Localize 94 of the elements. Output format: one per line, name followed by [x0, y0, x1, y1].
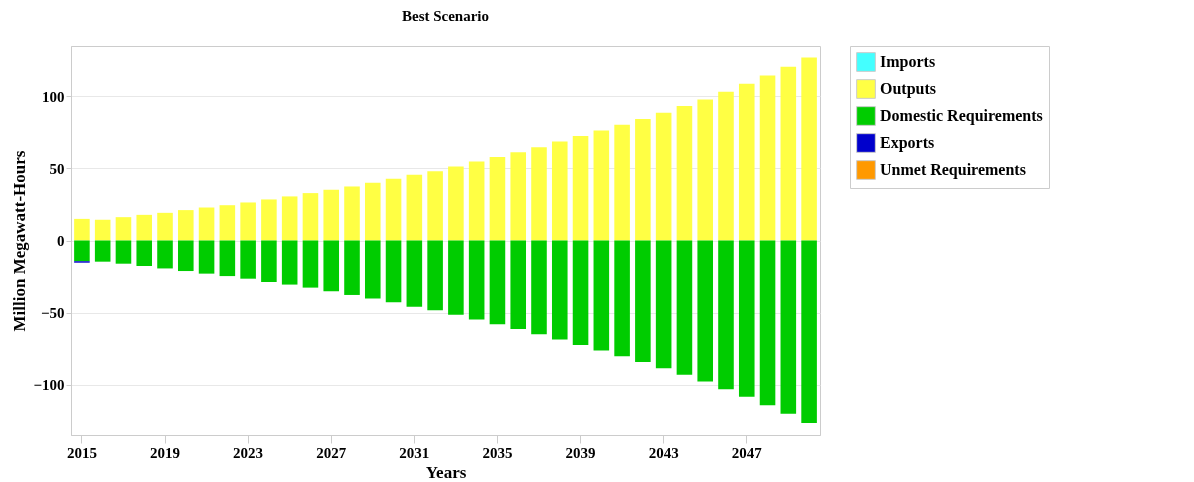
bar	[635, 240, 651, 362]
bar	[510, 152, 527, 241]
bar	[759, 240, 776, 406]
bar	[74, 240, 90, 262]
x-axis-title: Years	[425, 462, 467, 482]
bar	[697, 240, 713, 382]
bar	[136, 240, 153, 266]
bar	[240, 240, 256, 279]
bar	[697, 99, 713, 241]
bar	[551, 240, 568, 340]
x-tick-label: 2039	[565, 444, 596, 461]
bar	[344, 186, 360, 241]
y-axis-title: Million Megawatt-Hours	[10, 150, 30, 332]
bar	[261, 199, 277, 241]
bar	[240, 202, 256, 241]
bar	[364, 240, 381, 299]
y-tick-label: −100	[33, 377, 65, 394]
bar	[593, 130, 610, 241]
x-tick-label: 2023	[233, 444, 264, 461]
bar	[178, 240, 194, 272]
bar	[718, 91, 734, 241]
bar	[738, 83, 755, 241]
bar	[448, 166, 464, 241]
bar	[198, 240, 215, 274]
legend-label: Imports	[880, 53, 936, 71]
legend-label: Outputs	[880, 80, 937, 98]
bar	[448, 240, 464, 315]
bar	[780, 66, 797, 241]
bar	[676, 240, 693, 375]
bar	[94, 240, 111, 262]
bar	[614, 240, 630, 357]
bar	[178, 210, 194, 241]
bar	[261, 240, 277, 282]
x-tick-label: 2035	[482, 444, 513, 461]
chart-title: Best Scenario	[401, 7, 490, 24]
bar	[572, 240, 589, 346]
bar	[198, 207, 215, 241]
bar	[801, 240, 817, 424]
bar	[427, 171, 443, 241]
bar	[406, 174, 423, 241]
bar	[219, 205, 236, 241]
bar	[115, 240, 132, 264]
bar	[323, 240, 340, 292]
bar	[655, 240, 672, 369]
x-tick-label: 2031	[399, 444, 430, 461]
bar	[551, 141, 568, 241]
bar	[801, 57, 817, 241]
bar	[157, 240, 173, 269]
bar	[635, 119, 651, 241]
x-tick-label: 2027	[316, 444, 347, 461]
bar	[219, 240, 236, 277]
bar	[94, 219, 111, 241]
bar	[115, 217, 132, 241]
bar	[676, 106, 693, 241]
bar	[468, 161, 485, 241]
legend-label: Exports	[880, 134, 935, 152]
bar	[136, 214, 153, 241]
legend-label: Domestic Requirements	[880, 107, 1043, 125]
bar	[74, 218, 90, 241]
bar	[385, 178, 402, 241]
x-tick-label: 2047	[731, 444, 763, 461]
bar	[427, 240, 443, 311]
bar	[157, 212, 173, 241]
bar	[718, 240, 734, 390]
bar	[344, 240, 360, 295]
bar	[364, 182, 381, 241]
x-tick-label: 2015	[66, 444, 97, 461]
bar	[302, 240, 319, 288]
bar	[406, 240, 423, 307]
y-tick-label: −50	[40, 305, 65, 322]
y-tick-label: 50	[49, 160, 65, 177]
bar	[323, 189, 340, 241]
bar	[531, 147, 547, 241]
bar	[655, 112, 672, 241]
bar	[780, 240, 797, 414]
x-tick-label: 2043	[648, 444, 679, 461]
bar	[281, 240, 298, 285]
bar	[738, 240, 755, 397]
bar	[302, 193, 319, 241]
bar	[489, 240, 506, 325]
legend-label: Unmet Requirements	[880, 161, 1026, 179]
bar	[468, 240, 485, 320]
bar	[614, 124, 630, 241]
y-tick-label: 100	[42, 88, 65, 105]
bar	[572, 136, 589, 241]
bar	[281, 196, 298, 241]
y-tick-label: 0	[57, 233, 65, 249]
bar	[759, 75, 776, 241]
bar	[385, 240, 402, 303]
bar	[593, 240, 610, 351]
bar	[489, 157, 506, 241]
x-tick-label: 2019	[150, 444, 181, 461]
bar	[510, 240, 527, 330]
bar	[531, 240, 547, 335]
